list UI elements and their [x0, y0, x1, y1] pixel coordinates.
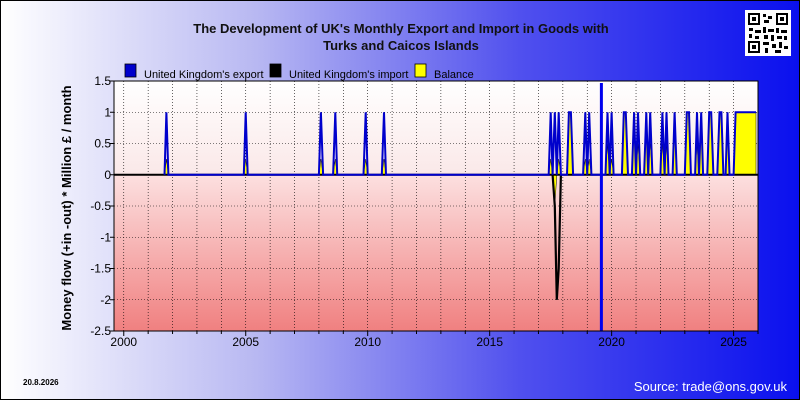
x-tick-label: 2010	[354, 335, 381, 349]
legend-swatch-import	[269, 63, 282, 78]
y-axis-ticks: 1.5 1 0.5 0 -0.5 -1 -1.5 -2 -2.5	[90, 74, 114, 338]
date-stamp: 20.8.2026	[23, 378, 59, 387]
x-tick-label: 2015	[476, 335, 503, 349]
y-axis-label: Money flow (+in -out) * Million £ / mont…	[59, 85, 74, 330]
x-tick-label: 2020	[598, 335, 625, 349]
y-tick-label: 1	[104, 105, 111, 119]
y-tick-label: 0.5	[94, 137, 111, 151]
x-tick-label: 2025	[720, 335, 747, 349]
y-tick-label: 1.5	[94, 74, 111, 88]
y-tick-label: -2.5	[90, 324, 111, 338]
legend-label-import: United Kingdom's import	[289, 69, 409, 81]
x-axis-ticks: 2000 2005 2010 2015 2020 2025	[110, 331, 759, 349]
chart-title-line-1: The Development of UK's Monthly Export a…	[193, 21, 609, 36]
plot-background-negative	[114, 174, 758, 331]
x-tick-label: 2000	[110, 335, 137, 349]
qr-code-icon	[745, 10, 791, 56]
legend-swatch-export	[124, 63, 137, 78]
legend-swatch-balance	[414, 63, 427, 78]
series-import-line	[551, 174, 562, 300]
legend-label-balance: Balance	[434, 69, 474, 81]
y-tick-label: -1.5	[90, 262, 111, 276]
y-tick-label: 0	[104, 168, 111, 182]
x-tick-label: 2005	[232, 335, 259, 349]
legend-label-export: United Kingdom's export	[144, 69, 264, 81]
y-tick-label: -0.5	[90, 199, 111, 213]
y-tick-label: -1	[100, 230, 111, 244]
series-export-line	[163, 111, 756, 176]
legend: United Kingdom's export United Kingdom's…	[124, 63, 474, 81]
series-layer	[114, 111, 758, 300]
chart-title-line-2: Turks and Caicos Islands	[323, 38, 479, 53]
source-credit: Source: trade@ons.gov.uk	[633, 379, 787, 394]
y-tick-label: -2	[100, 293, 111, 307]
